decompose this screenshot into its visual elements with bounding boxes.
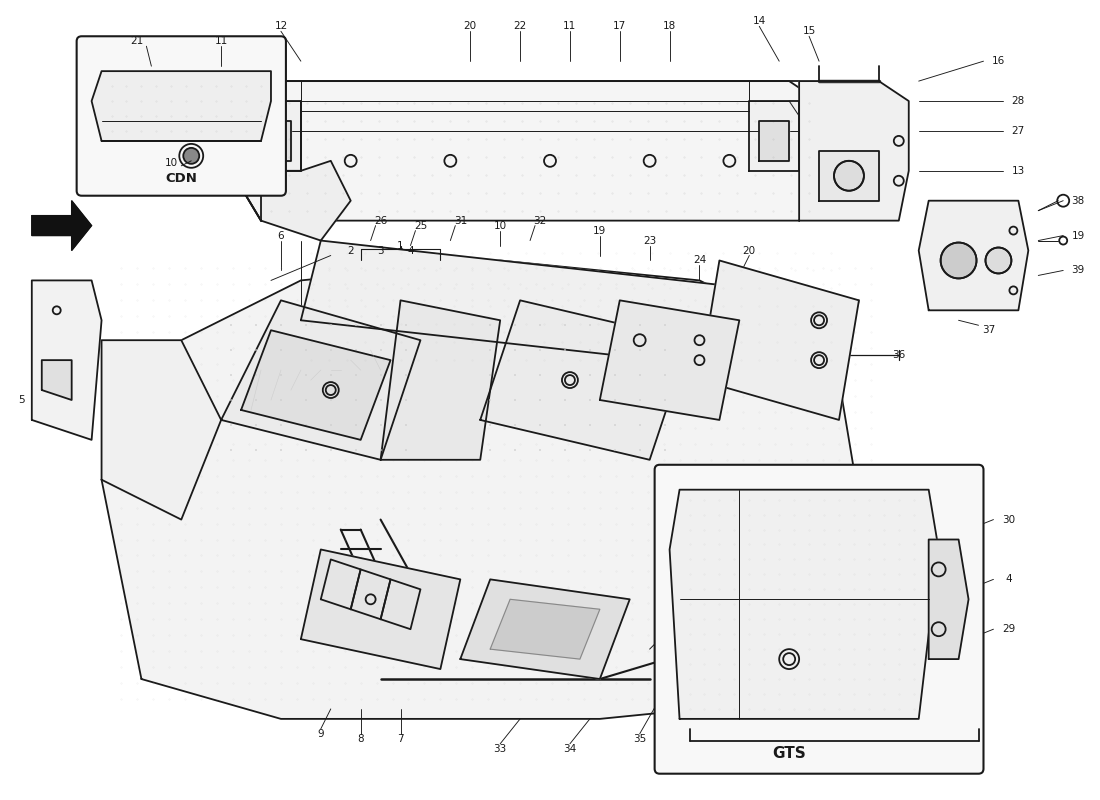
Text: 23: 23 (644, 235, 657, 246)
Text: 7: 7 (397, 734, 404, 744)
Text: 14: 14 (752, 16, 766, 26)
Polygon shape (32, 201, 91, 250)
Text: 25: 25 (414, 221, 427, 230)
Polygon shape (700, 261, 859, 420)
Text: 4: 4 (407, 246, 414, 255)
Text: 35: 35 (634, 734, 647, 744)
Text: 38: 38 (1071, 196, 1085, 206)
Text: 36: 36 (892, 350, 905, 360)
Polygon shape (301, 550, 460, 669)
Text: 10: 10 (165, 158, 178, 168)
Text: 19: 19 (593, 226, 606, 235)
Polygon shape (101, 261, 879, 719)
Text: eurosports: eurosports (667, 433, 772, 466)
Text: 18: 18 (663, 22, 676, 31)
Polygon shape (381, 300, 500, 460)
Text: 6: 6 (277, 230, 284, 241)
Text: 9: 9 (318, 729, 324, 739)
Polygon shape (749, 101, 799, 170)
Text: 31: 31 (453, 216, 466, 226)
Text: 12: 12 (274, 22, 287, 31)
Text: eurosports: eurosports (168, 433, 274, 466)
FancyBboxPatch shape (77, 36, 286, 196)
Polygon shape (491, 599, 600, 659)
Polygon shape (481, 300, 690, 460)
Text: 2: 2 (348, 246, 354, 255)
Text: 3: 3 (377, 246, 384, 255)
Text: 19: 19 (1071, 230, 1085, 241)
Text: 4: 4 (1005, 574, 1012, 584)
Text: 5: 5 (19, 395, 25, 405)
Polygon shape (231, 81, 829, 221)
Text: 13: 13 (1012, 166, 1025, 176)
Text: 20: 20 (464, 22, 476, 31)
Polygon shape (928, 539, 968, 659)
Polygon shape (91, 71, 271, 141)
Text: 8: 8 (358, 734, 364, 744)
Text: 26: 26 (374, 216, 387, 226)
Circle shape (834, 161, 864, 190)
Text: 15: 15 (803, 26, 816, 36)
Text: 32: 32 (534, 216, 547, 226)
Text: 27: 27 (1012, 126, 1025, 136)
Text: 10: 10 (494, 221, 507, 230)
Text: 34: 34 (563, 744, 576, 754)
Text: GTS: GTS (772, 746, 806, 762)
Text: 28: 28 (1012, 96, 1025, 106)
Circle shape (986, 247, 1011, 274)
Polygon shape (351, 570, 390, 619)
Text: 20: 20 (742, 246, 756, 255)
Text: 1: 1 (397, 241, 404, 250)
Circle shape (184, 148, 199, 164)
Polygon shape (261, 161, 351, 241)
Polygon shape (101, 340, 221, 519)
Text: 37: 37 (982, 326, 996, 335)
Polygon shape (600, 300, 739, 420)
Polygon shape (381, 579, 420, 630)
Text: 33: 33 (494, 744, 507, 754)
Polygon shape (670, 490, 938, 719)
Polygon shape (32, 281, 101, 440)
Polygon shape (271, 121, 290, 161)
Polygon shape (460, 579, 629, 679)
Polygon shape (820, 151, 879, 201)
Circle shape (940, 242, 977, 278)
Text: 11: 11 (214, 36, 228, 46)
Polygon shape (321, 559, 361, 610)
Polygon shape (42, 360, 72, 400)
Text: 24: 24 (693, 255, 706, 266)
Polygon shape (918, 201, 1028, 310)
FancyBboxPatch shape (654, 465, 983, 774)
Text: 11: 11 (563, 22, 576, 31)
Polygon shape (221, 300, 420, 460)
Text: 17: 17 (613, 22, 626, 31)
Polygon shape (241, 330, 390, 440)
Text: eurosports: eurosports (448, 503, 553, 536)
Polygon shape (759, 121, 789, 161)
Polygon shape (261, 101, 301, 170)
Text: 39: 39 (1071, 266, 1085, 275)
Text: CDN: CDN (165, 172, 197, 186)
Polygon shape (301, 241, 859, 380)
Text: 22: 22 (514, 22, 527, 31)
Polygon shape (799, 81, 909, 221)
Text: 30: 30 (1002, 514, 1015, 525)
Text: 29: 29 (1002, 624, 1015, 634)
Text: 16: 16 (992, 56, 1005, 66)
Text: 21: 21 (130, 36, 143, 46)
